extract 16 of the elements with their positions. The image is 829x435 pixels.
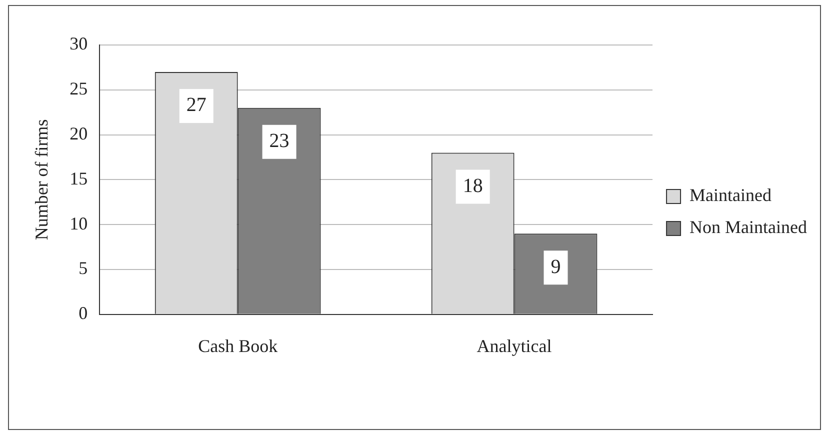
- y-axis-title: Number of firms: [32, 119, 52, 240]
- x-tick-label: Analytical: [476, 336, 552, 356]
- legend-label: Non Maintained: [690, 217, 808, 238]
- y-tick-label: 15: [70, 168, 88, 188]
- y-tick-label: 20: [70, 124, 88, 144]
- data-label: 27: [186, 94, 206, 116]
- y-tick-label: 25: [70, 78, 88, 99]
- data-label: 23: [269, 130, 290, 152]
- legend-label: Maintained: [690, 185, 772, 206]
- data-label: 9: [550, 256, 561, 278]
- x-tick-label: Cash Book: [198, 336, 278, 356]
- data-label: 18: [462, 175, 483, 198]
- y-tick-label: 10: [70, 213, 88, 234]
- y-tick-label: 0: [78, 303, 88, 324]
- y-tick-label: 5: [78, 258, 88, 278]
- y-tick-label: 30: [70, 34, 88, 54]
